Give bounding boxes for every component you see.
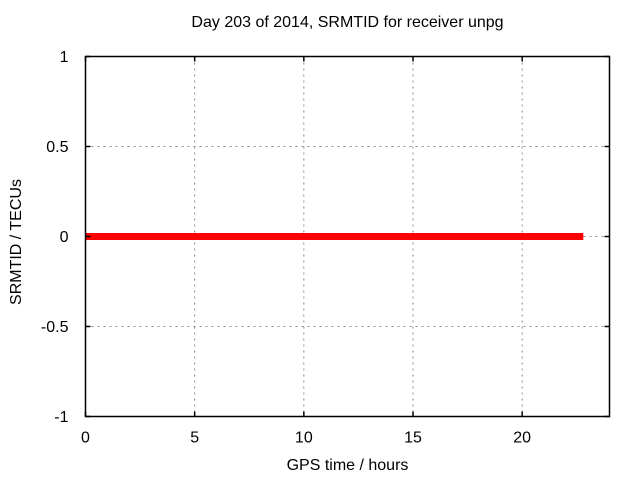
x-tick-label: 0 — [81, 430, 90, 447]
chart-title: Day 203 of 2014, SRMTID for receiver unp… — [191, 14, 504, 31]
y-tick-label: 1 — [60, 49, 69, 66]
y-tick-label: -1 — [54, 409, 68, 426]
y-tick-label: -0.5 — [41, 319, 69, 336]
x-axis-title: GPS time / hours — [286, 457, 409, 474]
x-tick-label: 5 — [190, 430, 199, 447]
x-tick-label: 15 — [404, 430, 422, 447]
x-tick-label: 20 — [513, 430, 531, 447]
x-tick-label: 10 — [295, 430, 313, 447]
y-tick-label: 0.5 — [46, 139, 68, 156]
y-tick-label: 0 — [60, 229, 69, 246]
